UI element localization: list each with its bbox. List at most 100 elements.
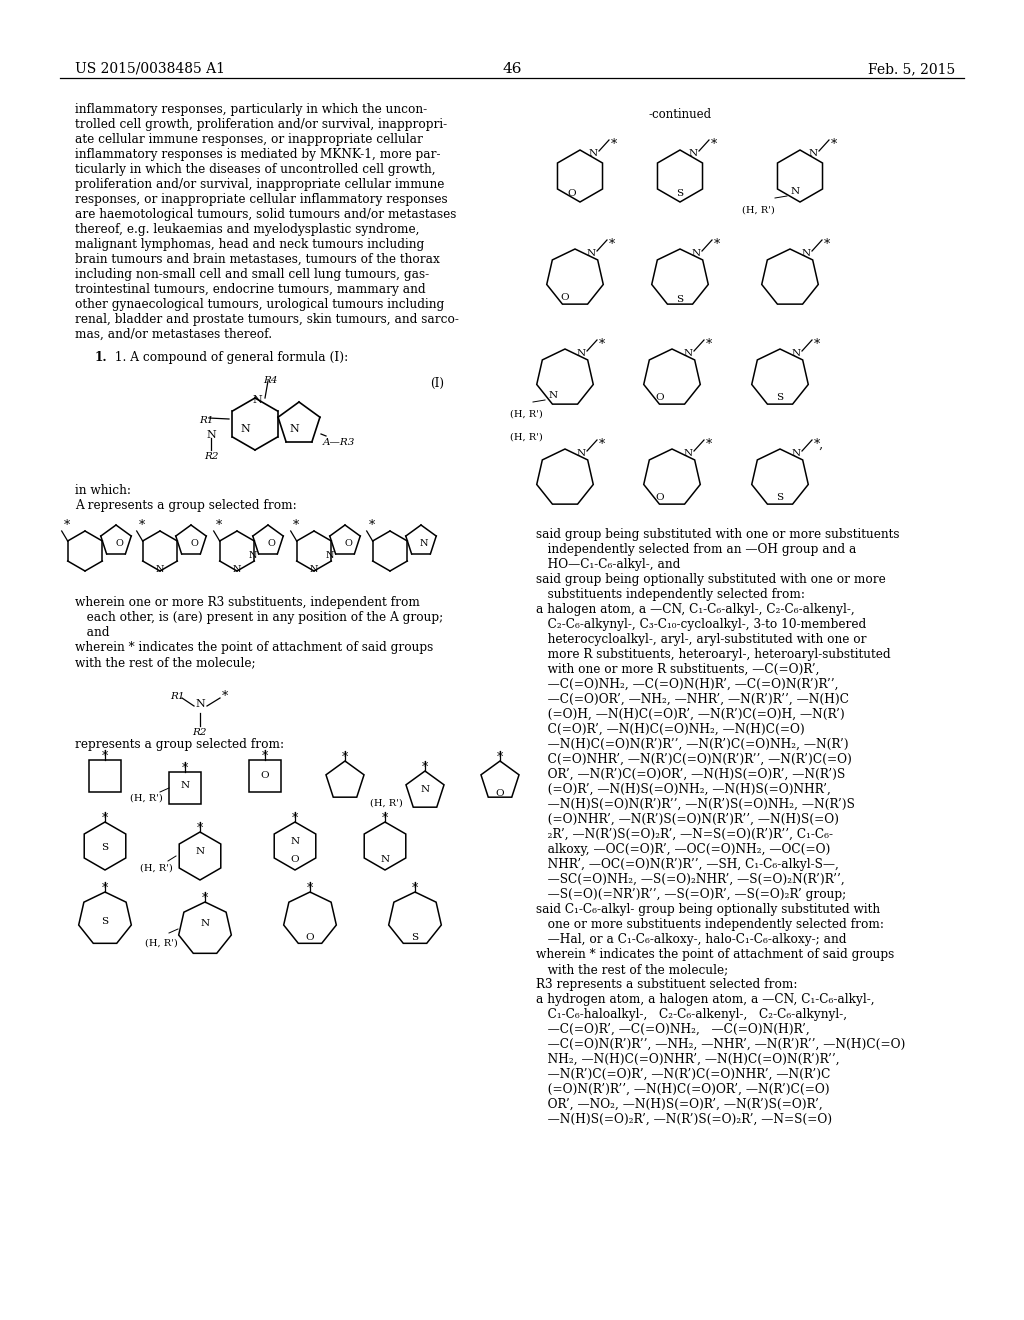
Text: —C(=O)N(R’)R’’, —NH₂, —NHR’, —N(R’)R’’, —N(H)C(=O): —C(=O)N(R’)R’’, —NH₂, —NHR’, —N(R’)R’’, … — [536, 1038, 905, 1051]
Text: N: N — [577, 450, 586, 458]
Text: (H, R'): (H, R') — [742, 206, 775, 215]
Text: Feb. 5, 2015: Feb. 5, 2015 — [867, 62, 955, 77]
Text: O: O — [344, 539, 352, 548]
Text: N: N — [683, 350, 692, 359]
Text: S: S — [101, 916, 109, 925]
Text: C₁-C₆-haloalkyl-,   C₂-C₆-alkenyl-,   C₂-C₆-alkynyl-,: C₁-C₆-haloalkyl-, C₂-C₆-alkenyl-, C₂-C₆-… — [536, 1008, 847, 1020]
Text: *: * — [101, 750, 109, 763]
Text: N: N — [180, 781, 189, 791]
Text: O: O — [655, 393, 665, 403]
Text: each other, is (are) present in any position of the A group;: each other, is (are) present in any posi… — [75, 611, 443, 624]
Text: —N(H)C(=O)N(R’)R’’, —N(R’)C(=O)NH₂, —N(R’): —N(H)C(=O)N(R’)R’’, —N(R’)C(=O)NH₂, —N(R… — [536, 738, 849, 751]
Text: —N(R’)C(=O)R’, —N(R’)C(=O)NHR’, —N(R’)C: —N(R’)C(=O)R’, —N(R’)C(=O)NHR’, —N(R’)C — [536, 1068, 830, 1081]
Text: R2: R2 — [193, 729, 207, 737]
Text: heterocycloalkyl-, aryl-, aryl-substituted with one or: heterocycloalkyl-, aryl-, aryl-substitut… — [536, 634, 866, 645]
Text: *,: *, — [814, 438, 824, 451]
Text: N: N — [326, 552, 334, 561]
Text: trolled cell growth, proliferation and/or survival, inappropri-: trolled cell growth, proliferation and/o… — [75, 117, 447, 131]
Text: *: * — [63, 519, 70, 532]
Text: *: * — [814, 338, 820, 351]
Text: (H, R'): (H, R') — [140, 865, 173, 873]
Text: *: * — [711, 139, 717, 150]
Text: trointestinal tumours, endocrine tumours, mammary and: trointestinal tumours, endocrine tumours… — [75, 282, 426, 296]
Text: N: N — [232, 565, 242, 573]
Text: *: * — [197, 822, 203, 836]
Text: US 2015/0038485 A1: US 2015/0038485 A1 — [75, 62, 225, 77]
Text: other gynaecological tumours, urological tumours including: other gynaecological tumours, urological… — [75, 298, 444, 312]
Text: N: N — [196, 846, 205, 855]
Text: *: * — [599, 438, 605, 451]
Text: O: O — [306, 932, 314, 941]
Text: *: * — [139, 519, 145, 532]
Text: *: * — [714, 238, 720, 251]
Text: O: O — [496, 788, 504, 797]
Text: (=O)R’, —N(H)S(=O)NH₂, —N(H)S(=O)NHR’,: (=O)R’, —N(H)S(=O)NH₂, —N(H)S(=O)NHR’, — [536, 783, 830, 796]
Text: N: N — [549, 392, 557, 400]
Text: N: N — [791, 187, 800, 197]
Text: N: N — [252, 395, 262, 405]
Text: *: * — [292, 812, 298, 825]
Text: 1. A compound of general formula (I):: 1. A compound of general formula (I): — [75, 351, 348, 364]
Text: a hydrogen atom, a halogen atom, a —CN, C₁-C₆-alkyl-,: a hydrogen atom, a halogen atom, a —CN, … — [536, 993, 874, 1006]
Text: —C(=O)OR’, —NH₂, —NHR’, —N(R’)R’’, —N(H)C: —C(=O)OR’, —NH₂, —NHR’, —N(R’)R’’, —N(H)… — [536, 693, 849, 706]
Text: *: * — [824, 238, 830, 251]
Text: ₂R’, —N(R’)S(=O)₂R’, —N=S(=O)(R’)R’’, C₁-C₆-: ₂R’, —N(R’)S(=O)₂R’, —N=S(=O)(R’)R’’, C₁… — [536, 828, 833, 841]
Text: O: O — [567, 190, 577, 198]
Text: -continued: -continued — [648, 108, 712, 121]
Text: —Hal, or a C₁-C₆-alkoxy-, halo-C₁-C₆-alkoxy-; and: —Hal, or a C₁-C₆-alkoxy-, halo-C₁-C₆-alk… — [536, 933, 847, 946]
Text: —SC(=O)NH₂, —S(=O)₂NHR’, —S(=O)₂N(R’)R’’,: —SC(=O)NH₂, —S(=O)₂NHR’, —S(=O)₂N(R’)R’’… — [536, 873, 845, 886]
Text: (I): (I) — [430, 378, 444, 389]
Text: ticularly in which the diseases of uncontrolled cell growth,: ticularly in which the diseases of uncon… — [75, 162, 435, 176]
Text: *: * — [369, 519, 375, 532]
Text: S: S — [776, 393, 783, 403]
Text: N: N — [587, 249, 596, 259]
Text: *: * — [706, 438, 713, 451]
Text: N: N — [201, 920, 210, 928]
Text: alkoxy, —OC(=O)R’, —OC(=O)NH₂, —OC(=O): alkoxy, —OC(=O)R’, —OC(=O)NH₂, —OC(=O) — [536, 843, 830, 855]
Text: renal, bladder and prostate tumours, skin tumours, and sarco-: renal, bladder and prostate tumours, ski… — [75, 313, 459, 326]
Text: N: N — [792, 350, 801, 359]
Text: —N(H)S(=O)₂R’, —N(R’)S(=O)₂R’, —N=S(=O): —N(H)S(=O)₂R’, —N(R’)S(=O)₂R’, —N=S(=O) — [536, 1113, 833, 1126]
Text: (=O)NHR’, —N(R’)S(=O)N(R’)R’’, —N(H)S(=O): (=O)NHR’, —N(R’)S(=O)N(R’)R’’, —N(H)S(=O… — [536, 813, 839, 826]
Text: represents a group selected from:: represents a group selected from: — [75, 738, 284, 751]
Text: N: N — [420, 539, 428, 548]
Text: said group being substituted with one or more substituents: said group being substituted with one or… — [536, 528, 899, 541]
Text: R1: R1 — [170, 692, 184, 701]
Text: R3 represents a substituent selected from:: R3 represents a substituent selected fro… — [536, 978, 798, 991]
Text: (=O)H, —N(H)C(=O)R’, —N(R’)C(=O)H, —N(R’): (=O)H, —N(H)C(=O)R’, —N(R’)C(=O)H, —N(R’… — [536, 708, 845, 721]
Text: *: * — [262, 750, 268, 763]
Text: *: * — [222, 690, 228, 704]
Text: a halogen atom, a —CN, C₁-C₆-alkyl-, C₂-C₆-alkenyl-,: a halogen atom, a —CN, C₁-C₆-alkyl-, C₂-… — [536, 603, 855, 616]
Text: wherein one or more R3 substituents, independent from: wherein one or more R3 substituents, ind… — [75, 597, 420, 609]
Text: are haemotological tumours, solid tumours and/or metastases: are haemotological tumours, solid tumour… — [75, 209, 457, 220]
Text: said group being optionally substituted with one or more: said group being optionally substituted … — [536, 573, 886, 586]
Text: A represents a group selected from:: A represents a group selected from: — [75, 499, 297, 512]
Text: *: * — [293, 519, 299, 532]
Text: S: S — [776, 494, 783, 503]
Text: C(=O)R’, —N(H)C(=O)NH₂, —N(H)C(=O): C(=O)R’, —N(H)C(=O)NH₂, —N(H)C(=O) — [536, 723, 805, 737]
Text: OR’, —N(R’)C(=O)OR’, —N(H)S(=O)R’, —N(R’)S: OR’, —N(R’)C(=O)OR’, —N(H)S(=O)R’, —N(R’… — [536, 768, 845, 781]
Text: more R substituents, heteroaryl-, heteroaryl-substituted: more R substituents, heteroaryl-, hetero… — [536, 648, 891, 661]
Text: O: O — [190, 539, 198, 548]
Text: NH₂, —N(H)C(=O)NHR’, —N(H)C(=O)N(R’)R’’,: NH₂, —N(H)C(=O)NHR’, —N(H)C(=O)N(R’)R’’, — [536, 1053, 840, 1067]
Text: S: S — [677, 190, 684, 198]
Text: OR’, —NO₂, —N(H)S(=O)R’, —N(R’)S(=O)R’,: OR’, —NO₂, —N(H)S(=O)R’, —N(R’)S(=O)R’, — [536, 1098, 822, 1111]
Text: *: * — [611, 139, 617, 150]
Text: substituents independently selected from:: substituents independently selected from… — [536, 587, 805, 601]
Text: proliferation and/or survival, inappropriate cellular immune: proliferation and/or survival, inappropr… — [75, 178, 444, 191]
Text: with the rest of the molecule;: with the rest of the molecule; — [536, 964, 728, 975]
Text: *: * — [101, 812, 109, 825]
Text: O: O — [115, 539, 123, 548]
Text: N: N — [577, 350, 586, 359]
Text: N: N — [249, 552, 257, 561]
Text: 1.: 1. — [95, 351, 108, 364]
Text: responses, or inappropriate cellular inflammatory responses: responses, or inappropriate cellular inf… — [75, 193, 447, 206]
Text: N: N — [808, 149, 817, 158]
Text: *: * — [497, 751, 503, 764]
Text: *: * — [609, 238, 615, 251]
Text: *: * — [382, 812, 388, 825]
Text: *: * — [412, 882, 418, 895]
Text: inflammatory responses, particularly in which the uncon-: inflammatory responses, particularly in … — [75, 103, 427, 116]
Text: inflammatory responses is mediated by MKNK-1, more par-: inflammatory responses is mediated by MK… — [75, 148, 440, 161]
Text: N: N — [240, 424, 250, 434]
